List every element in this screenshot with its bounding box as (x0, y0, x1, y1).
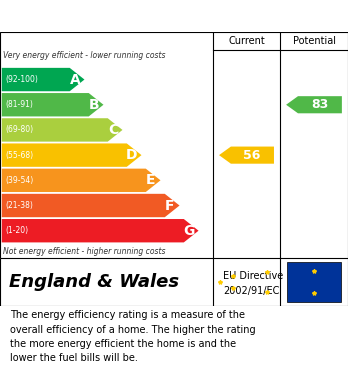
Text: F: F (165, 199, 175, 213)
Polygon shape (2, 93, 103, 117)
Polygon shape (2, 68, 85, 91)
Text: (21-38): (21-38) (5, 201, 33, 210)
Text: G: G (183, 224, 195, 238)
Polygon shape (219, 147, 274, 164)
Text: 2002/91/EC: 2002/91/EC (223, 286, 280, 296)
Text: EU Directive: EU Directive (223, 271, 284, 281)
Text: 83: 83 (311, 98, 328, 111)
Text: (39-54): (39-54) (5, 176, 33, 185)
Text: Energy Efficiency Rating: Energy Efficiency Rating (10, 9, 220, 23)
Text: A: A (70, 73, 80, 86)
Polygon shape (2, 143, 142, 167)
Text: C: C (108, 123, 118, 137)
Text: (69-80): (69-80) (5, 126, 33, 135)
Text: Potential: Potential (293, 36, 335, 46)
Text: D: D (126, 148, 138, 162)
Polygon shape (2, 169, 160, 192)
Text: 56: 56 (243, 149, 261, 161)
Text: (81-91): (81-91) (5, 100, 33, 109)
Bar (287, 262, 341, 302)
Polygon shape (2, 118, 122, 142)
Text: Very energy efficient - lower running costs: Very energy efficient - lower running co… (3, 51, 166, 60)
Polygon shape (2, 219, 199, 242)
Text: Not energy efficient - higher running costs: Not energy efficient - higher running co… (3, 247, 166, 256)
Text: Current: Current (228, 36, 265, 46)
Text: The energy efficiency rating is a measure of the
overall efficiency of a home. T: The energy efficiency rating is a measur… (10, 310, 256, 364)
Text: E: E (146, 173, 156, 187)
Text: (1-20): (1-20) (5, 226, 28, 235)
Text: (55-68): (55-68) (5, 151, 33, 160)
Polygon shape (286, 96, 342, 113)
Text: (92-100): (92-100) (5, 75, 38, 84)
Text: England & Wales: England & Wales (9, 273, 179, 291)
Polygon shape (2, 194, 180, 217)
Text: B: B (89, 98, 99, 112)
